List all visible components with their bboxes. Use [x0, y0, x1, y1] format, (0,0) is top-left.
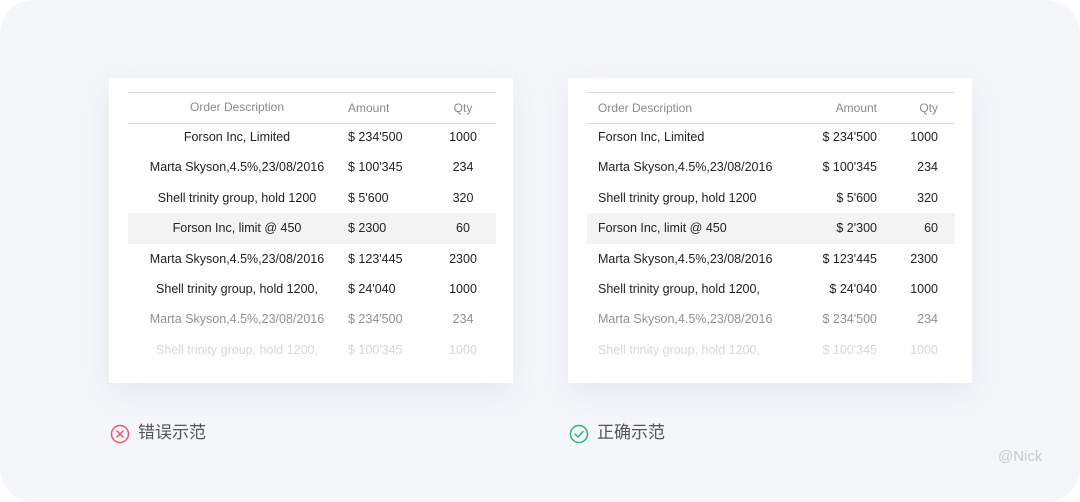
table-cell: 1000 [910, 130, 938, 144]
table-cell: Marta Skyson,4.5%,23/08/2016 [598, 160, 773, 175]
table-cell: 2300 [910, 251, 938, 266]
highlight-row [128, 213, 496, 245]
table-cell: $ 100'345 [348, 160, 403, 175]
table-cell: 60 [456, 221, 470, 236]
header-rule [128, 123, 496, 124]
table-cell: 234 [917, 312, 938, 327]
column-header: Qty [453, 101, 473, 115]
table-cell: $ 234'500 [822, 312, 877, 327]
fade-overlay [568, 343, 972, 383]
table-cell: Marta Skyson,4.5%,23/08/2016 [149, 251, 325, 266]
column-header: Order Description [189, 100, 285, 114]
table-cell: $ 2300 [348, 221, 387, 236]
watermark: @Nick [998, 448, 1043, 465]
table-cell: Forson Inc, Limited [183, 130, 291, 144]
table-cell: $ 5'600 [348, 190, 389, 205]
table-cell: 2300 [449, 251, 477, 266]
caption: 正确示范 [597, 423, 665, 442]
fade-overlay [109, 343, 513, 383]
table-cell: 1000 [449, 282, 477, 296]
table-cell: Shell trinity group, hold 1200 [598, 190, 757, 205]
table-cell: $ 24'040 [348, 282, 396, 296]
table-cell: $ 234'500 [348, 312, 403, 327]
table-cell: $ 100'345 [822, 160, 877, 175]
column-header: Amount [835, 101, 877, 115]
table-cell: $ 2'300 [836, 221, 877, 236]
table-cell: $ 123'445 [822, 251, 877, 266]
table-card: Order Description Amount Qty Forson Inc, Li… [568, 78, 972, 383]
table-cell: $ 123'445 [348, 251, 403, 266]
table-cell: Forson Inc, limit @ 450 [598, 221, 727, 236]
table-cell: Forson Inc, Limited [598, 130, 705, 144]
table-cell: 320 [917, 190, 938, 205]
column-header: Order Description [598, 101, 693, 115]
table-cell: Marta Skyson,4.5%,23/08/2016 [149, 160, 325, 175]
correct-icon [569, 424, 589, 444]
table-cell: Forson Inc, limit @ 450 [172, 221, 302, 236]
table-cell: Marta Skyson,4.5%,23/08/2016 [149, 312, 325, 327]
wrong-icon [110, 424, 130, 444]
header-rule [128, 92, 496, 93]
highlight-row [587, 213, 955, 245]
caption: 错误示范 [138, 423, 206, 442]
table-cell: $ 234'500 [822, 130, 877, 144]
table-cell: Marta Skyson,4.5%,23/08/2016 [598, 251, 773, 266]
header-rule [587, 92, 955, 93]
table-cell: 1000 [449, 130, 477, 144]
header-rule [587, 123, 955, 124]
table-cell: $ 24'040 [829, 282, 877, 296]
table-card: Order Description Amount Qty Forson Inc, Li… [109, 78, 513, 383]
table-cell: 320 [452, 190, 474, 205]
table-cell: $ 5'600 [836, 190, 877, 205]
table-cell: Shell trinity group, hold 1200, [598, 282, 760, 296]
table-cell: Shell trinity group, hold 1200 [157, 190, 317, 205]
table-cell: 60 [924, 221, 938, 236]
table-cell: 234 [917, 160, 938, 175]
column-header: Qty [919, 101, 938, 115]
table-cell: 234 [452, 160, 474, 175]
table-cell: 1000 [910, 282, 938, 296]
table-cell: $ 234'500 [348, 130, 403, 144]
table-cell: Marta Skyson,4.5%,23/08/2016 [598, 312, 773, 327]
column-header: Amount [348, 101, 390, 115]
table-cell: Shell trinity group, hold 1200, [156, 282, 318, 296]
table-cell: 234 [452, 312, 474, 327]
